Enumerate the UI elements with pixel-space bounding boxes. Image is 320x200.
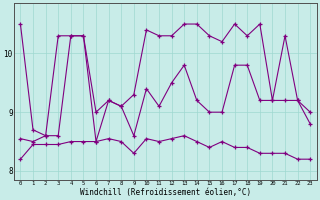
X-axis label: Windchill (Refroidissement éolien,°C): Windchill (Refroidissement éolien,°C) — [80, 188, 251, 197]
